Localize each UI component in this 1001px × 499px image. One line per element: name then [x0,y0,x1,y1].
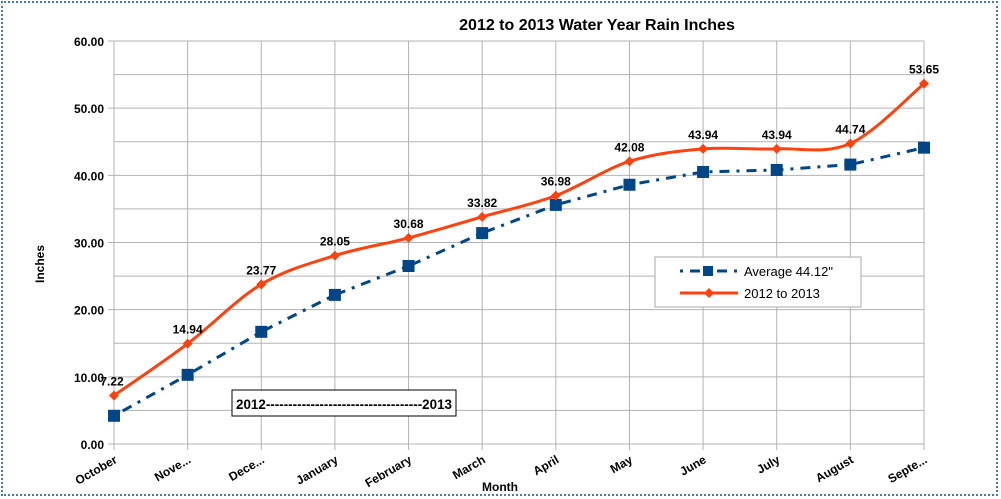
rain-2012-2013-point [919,78,929,89]
annotation-box: 2012-----------------------------------2… [231,389,457,417]
rain-2012-2013-point [109,390,119,401]
y-tick-label: 60.00 [74,35,104,49]
y-tick-label: 40.00 [74,169,104,183]
data-label: 33.82 [467,196,497,210]
data-label: 7.22 [100,375,124,389]
legend-diamond-marker [704,288,714,298]
rain-2012-2013-point [182,338,193,349]
rain-2012-2013-point [550,190,561,201]
data-label: 43.94 [762,128,792,142]
x-tick-label: Nove... [152,452,193,484]
data-label: 42.08 [614,140,644,154]
y-tick-label: 0.00 [81,438,105,452]
x-tick-label: June [677,452,709,478]
average-point [549,198,562,211]
data-label: 43.94 [688,128,718,142]
y-axis-label: Inches [33,245,47,283]
average-point [108,409,120,422]
x-tick-label: Septe... [886,452,930,485]
y-tick-label: 30.00 [74,237,104,251]
data-label: 30.68 [394,217,424,231]
x-tick-label: July [754,452,782,476]
rain-2012-2013-point [845,138,856,149]
x-tick-label: May [608,452,635,476]
legend: Average 44.12" 2012 to 2013 [654,256,862,308]
average-point [255,325,268,338]
legend-label-average: Average 44.12" [744,264,833,279]
rain-2012-2013-point [329,250,340,261]
average-point [770,163,783,176]
legend-square-marker [703,266,713,276]
y-tick-label: 10.00 [74,371,104,385]
average-point [844,158,857,171]
x-tick-label: April [531,452,562,478]
data-label: 36.98 [541,175,571,189]
x-tick-label: March [450,452,488,482]
y-tick-label: 20.00 [74,304,104,318]
x-tick-label: February [363,452,415,490]
rain-2012-2013-point [403,232,414,243]
average-point [181,368,194,381]
y-tick-label: 50.00 [74,102,104,116]
legend-label-2012-2013: 2012 to 2013 [744,286,820,301]
annotation-text: 2012-----------------------------------2… [236,396,452,412]
average-point [623,178,636,191]
average-point [328,288,341,301]
x-tick-label: October [73,452,120,487]
average-point [476,227,489,240]
rain-2012-2013-point [477,211,488,222]
data-label: 23.77 [246,263,276,277]
rain-2012-2013-point [256,279,267,290]
data-label: 14.94 [173,323,203,337]
x-tick-label: August [813,452,856,485]
average-point [918,141,930,154]
rain-2012-2013-point [624,156,635,167]
chart-title: 2012 to 2013 Water Year Rain Inches [459,17,735,34]
x-axis-label: Month [482,480,518,494]
rain-2012-2013-series-line [113,82,925,397]
average-point [697,165,710,178]
data-label: 28.05 [320,235,350,249]
average-series-line [113,146,925,418]
average-point [402,260,415,273]
x-tick-label: January [294,452,341,487]
rain-2012-2013-point [698,143,709,154]
x-tick-label: Dece... [226,452,267,483]
data-label: 53.65 [909,63,939,77]
data-label: 44.74 [835,122,865,136]
rain-2012-2013-point [771,143,782,154]
